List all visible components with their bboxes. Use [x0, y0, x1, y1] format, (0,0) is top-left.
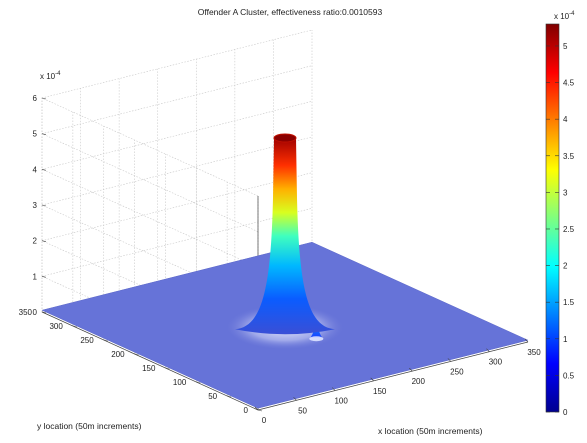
colorbar-tick-label: 4: [563, 115, 568, 124]
y-tick-label: 350: [19, 308, 33, 317]
y-tick: [41, 311, 47, 314]
y-axis-ticks: 0 50 100 150 200 250 300 350: [19, 308, 263, 415]
x-tick: [293, 397, 297, 401]
x-tick-label: 50: [298, 406, 307, 415]
colorbar-tick-label: 2.5: [563, 225, 575, 234]
main-peak-top: [273, 133, 297, 143]
x-tick: [447, 358, 452, 362]
colorbar-tick-label: 3: [563, 188, 568, 197]
x-tick: [331, 387, 336, 391]
x-tick-label: 300: [489, 358, 503, 367]
colorbar-tick-label: 1.5: [563, 298, 575, 307]
colorbar-tick-label: 3.5: [563, 152, 575, 161]
x-tick-label: 0: [262, 416, 267, 425]
z-tick: [41, 97, 47, 100]
z-tick-label: 0: [33, 308, 38, 317]
z-tick: [41, 133, 47, 135]
z-tick-label: 2: [33, 237, 38, 246]
x-axis-label: x location (50m increments): [378, 426, 483, 436]
grid-line: [41, 101, 313, 268]
x-tick-label: 350: [527, 348, 541, 357]
x-axis-ticks: 0 50 100 150 200 250 300 350: [254, 338, 541, 425]
y-tick: [72, 325, 77, 328]
y-tick: [257, 409, 263, 412]
colorbar-tick-label: 5: [563, 42, 568, 51]
x-tick: [486, 348, 490, 352]
colorbar-tick-label: 1: [563, 335, 568, 344]
x-tick: [524, 338, 529, 343]
z-tick: [41, 276, 47, 278]
y-tick-label: 100: [173, 378, 187, 387]
x-axis-line: [257, 341, 529, 411]
z-tick-label: 4: [33, 165, 38, 174]
y-tick-label: 250: [80, 336, 94, 345]
colorbar-tick-label: 0.5: [563, 371, 575, 380]
y-axis-label: y location (50m increments): [37, 421, 142, 431]
secondary-spike-base: [309, 336, 324, 342]
z-tick-label: 3: [33, 201, 38, 210]
z-tick-label: 5: [33, 130, 38, 139]
chart-title: Offender A Cluster, effectiveness ratio:…: [198, 7, 383, 17]
y-tick-label: 200: [111, 350, 125, 359]
x-tick-label: 200: [412, 377, 426, 386]
y-tick: [227, 395, 232, 398]
main-peak-column: [235, 137, 335, 335]
z-tick: [41, 204, 47, 207]
y-tick-label: 150: [142, 364, 156, 373]
y-tick-label: 0: [244, 406, 249, 415]
y-tick: [103, 339, 108, 342]
z-tick-label: 1: [33, 272, 38, 281]
x-tick: [409, 367, 413, 372]
colorbar-tick-label: 2: [563, 262, 568, 271]
colorbar: [545, 23, 560, 413]
z-tick-label: 6: [33, 94, 38, 103]
y-tick: [196, 381, 201, 384]
z-exponent-label: x 10-4: [40, 71, 61, 81]
x-tick: [254, 406, 259, 411]
x-tick-label: 100: [334, 397, 348, 406]
x-tick-label: 250: [450, 367, 464, 376]
colorbar-tick-label: 4.5: [563, 79, 575, 88]
y-tick: [134, 353, 139, 356]
y-tick-label: 50: [208, 392, 217, 401]
x-tick: [370, 377, 374, 382]
y-tick: [165, 367, 170, 370]
y-tick-label: 300: [49, 322, 63, 331]
y-axis-line: [41, 311, 259, 411]
colorbar-tick-label: 0: [563, 408, 568, 417]
x-tick-label: 150: [373, 387, 387, 396]
z-axis-ticks: 0 1 2 3 4 5 6: [33, 94, 47, 317]
colorbar-exponent-label: x 10-4: [554, 11, 575, 21]
z-tick: [41, 169, 47, 171]
colorbar-ticks: 0 0.5 1 1.5 2 2.5 3 3.5 4 4.5 5: [546, 42, 575, 417]
z-tick: [41, 240, 47, 242]
